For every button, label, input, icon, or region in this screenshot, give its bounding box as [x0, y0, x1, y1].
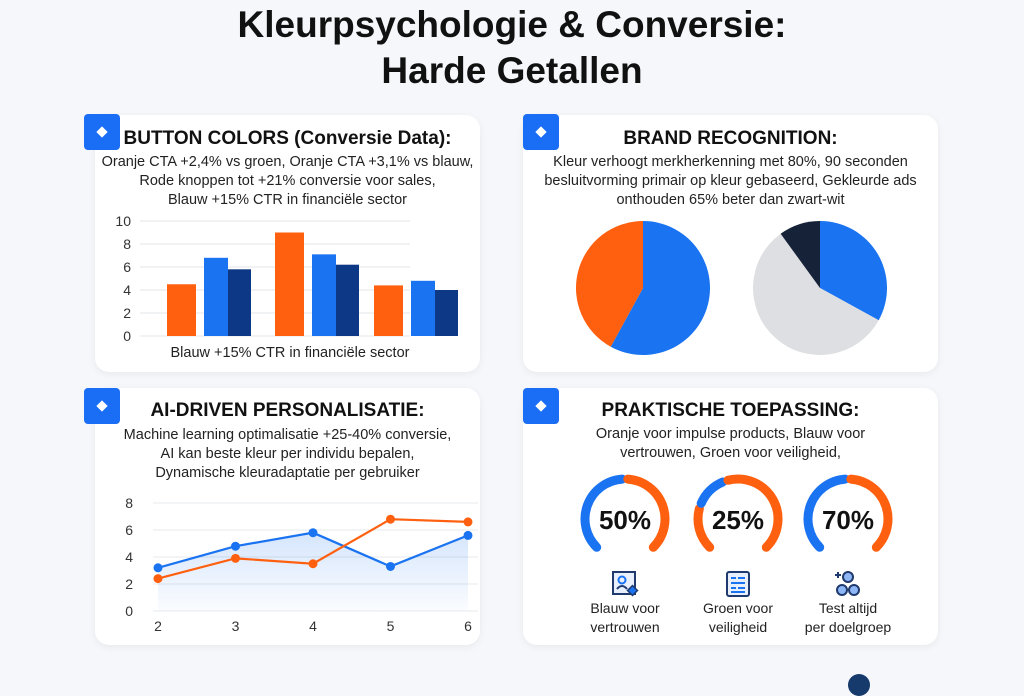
y-tick-label: 2	[125, 576, 133, 592]
gauge-arc	[846, 474, 893, 552]
desc-line: Oranje voor impulse products, Blauw voor	[595, 426, 866, 442]
y-tick-label: 6	[123, 259, 131, 275]
card-description: Kleur verhoogt merkherkenning met 80%, 9…	[523, 153, 938, 210]
gauges: 50% 25% 70%	[580, 474, 893, 552]
ai-personalisatie-card: AI-DRIVEN PERSONALISATIE: Machine learni…	[95, 388, 480, 645]
bar	[167, 284, 196, 336]
data-point	[231, 541, 240, 551]
title-line-2: Harde Getallen	[381, 50, 643, 91]
gauge-arc	[693, 504, 715, 552]
praktische-toepassing-card: PRAKTISCHE TOEPASSING: Oranje voor impul…	[523, 388, 938, 645]
bar-chart: 0 2 4 6 8 10 Blauw +15% CTR in financiële sect…	[115, 213, 458, 361]
gauge-value: 25%	[712, 505, 764, 535]
card-description: Machine learning optimalisatie +25-40% c…	[95, 426, 480, 483]
bar	[435, 290, 458, 336]
button-colors-card: BUTTON COLORS (Conversie Data): Oranje C…	[95, 115, 480, 372]
pie-slice	[820, 221, 887, 321]
gauge-arc	[623, 474, 670, 552]
card-title: BRAND RECOGNITION:	[623, 128, 838, 149]
bar	[228, 269, 251, 336]
diamond-icon	[84, 388, 120, 424]
data-point	[308, 559, 318, 569]
title-line-1: Kleurpsychologie & Conversie:	[237, 4, 787, 45]
bar	[374, 285, 403, 336]
pie-slice	[753, 233, 879, 355]
desc-line: Dynamische kleuradaptatie per gebruiker	[155, 465, 420, 481]
data-point	[386, 514, 395, 524]
gauge-arc	[696, 477, 728, 508]
item-label: Test altijd per doelgroep	[788, 599, 908, 637]
bar	[275, 232, 304, 336]
data-point	[308, 528, 318, 538]
x-tick-label: 5	[387, 618, 395, 634]
desc-line: onthouden 65% beter dan zwart-wit	[616, 192, 845, 208]
y-tick-label: 4	[125, 549, 133, 565]
desc-line: Oranje CTA +2,4% vs groen, Oranje CTA +3…	[101, 154, 474, 170]
y-tick-label: 8	[123, 236, 131, 252]
card-title: PRAKTISCHE TOEPASSING:	[601, 400, 860, 421]
desc-line: besluitvorming primair op kleur gebaseer…	[544, 173, 917, 189]
profile-badge-icon	[612, 571, 639, 597]
card-title: AI-DRIVEN PERSONALISATIE:	[150, 400, 425, 421]
diamond-icon	[84, 114, 120, 150]
item-label: Blauw voor vertrouwen	[565, 599, 685, 637]
card-description: Oranje voor impulse products, Blauw voor…	[523, 425, 938, 463]
label-line: Test altijd	[818, 600, 878, 616]
x-tick-label: 4	[309, 618, 317, 634]
line-chart: 0 2 4 6 8 2 3 4 5 6	[125, 495, 478, 634]
document-list-icon	[726, 571, 750, 597]
desc-line: vertrouwen, Groen voor veiligheid,	[620, 445, 841, 461]
data-point	[231, 553, 240, 563]
page-title: Kleurpsychologie & Conversie: Harde Geta…	[0, 0, 1024, 94]
x-tick-label: 2	[154, 618, 162, 634]
line-area	[158, 532, 468, 611]
users-group-icon	[835, 571, 860, 596]
pie-slice	[576, 221, 643, 347]
data-point	[463, 530, 473, 540]
diamond-icon	[523, 388, 559, 424]
y-tick-label: 4	[123, 282, 131, 298]
gauge-arc	[723, 474, 783, 552]
bar	[312, 254, 336, 336]
desc-line: Kleur verhoogt merkherkenning met 80%, 9…	[553, 154, 908, 170]
y-tick-label: 0	[125, 603, 133, 619]
bar	[336, 264, 359, 336]
label-line: vertrouwen	[590, 619, 660, 635]
card-title: BUTTON COLORS (Conversie Data):	[123, 128, 452, 149]
gauge-value: 50%	[599, 505, 651, 535]
desc-line: Machine learning optimalisatie +25-40% c…	[123, 427, 452, 443]
logo-icon	[848, 674, 870, 696]
label-line: per doelgroep	[804, 619, 892, 635]
y-tick-label: 6	[125, 522, 133, 538]
bar	[411, 280, 435, 336]
gauge-value: 70%	[822, 505, 874, 535]
desc-line: AI kan beste kleur per individu bepalen,	[160, 446, 415, 462]
card-description: Oranje CTA +2,4% vs groen, Oranje CTA +3…	[95, 153, 480, 210]
pie-slice	[780, 221, 820, 288]
label-line: Blauw voor	[590, 600, 660, 616]
pie-slice	[610, 221, 710, 355]
item-label: Groen voor veiligheid	[678, 599, 798, 637]
gauge-arc	[580, 474, 627, 552]
label-line: Groen voor	[702, 600, 774, 616]
data-point	[153, 563, 163, 573]
data-point	[153, 574, 163, 584]
desc-line: Blauw +15% CTR in financiële sector	[168, 192, 407, 208]
brand-recognition-card: BRAND RECOGNITION: Kleur verhoogt merkhe…	[523, 115, 938, 372]
y-tick-label: 8	[125, 495, 133, 511]
diamond-icon	[523, 114, 559, 150]
bar	[204, 257, 228, 336]
gauge-arc	[803, 474, 850, 552]
label-line: veiligheid	[708, 619, 768, 635]
pie-charts	[576, 221, 887, 355]
x-axis-label: Blauw +15% CTR in financiële sector	[171, 345, 410, 361]
desc-line: Rode knoppen tot +21% conversie voor sal…	[139, 173, 436, 189]
x-tick-label: 3	[232, 618, 240, 634]
y-tick-label: 10	[115, 213, 131, 229]
x-tick-label: 6	[464, 618, 472, 634]
data-point	[463, 517, 473, 527]
y-tick-label: 2	[123, 305, 131, 321]
data-point	[386, 561, 395, 571]
y-tick-label: 0	[123, 328, 131, 344]
